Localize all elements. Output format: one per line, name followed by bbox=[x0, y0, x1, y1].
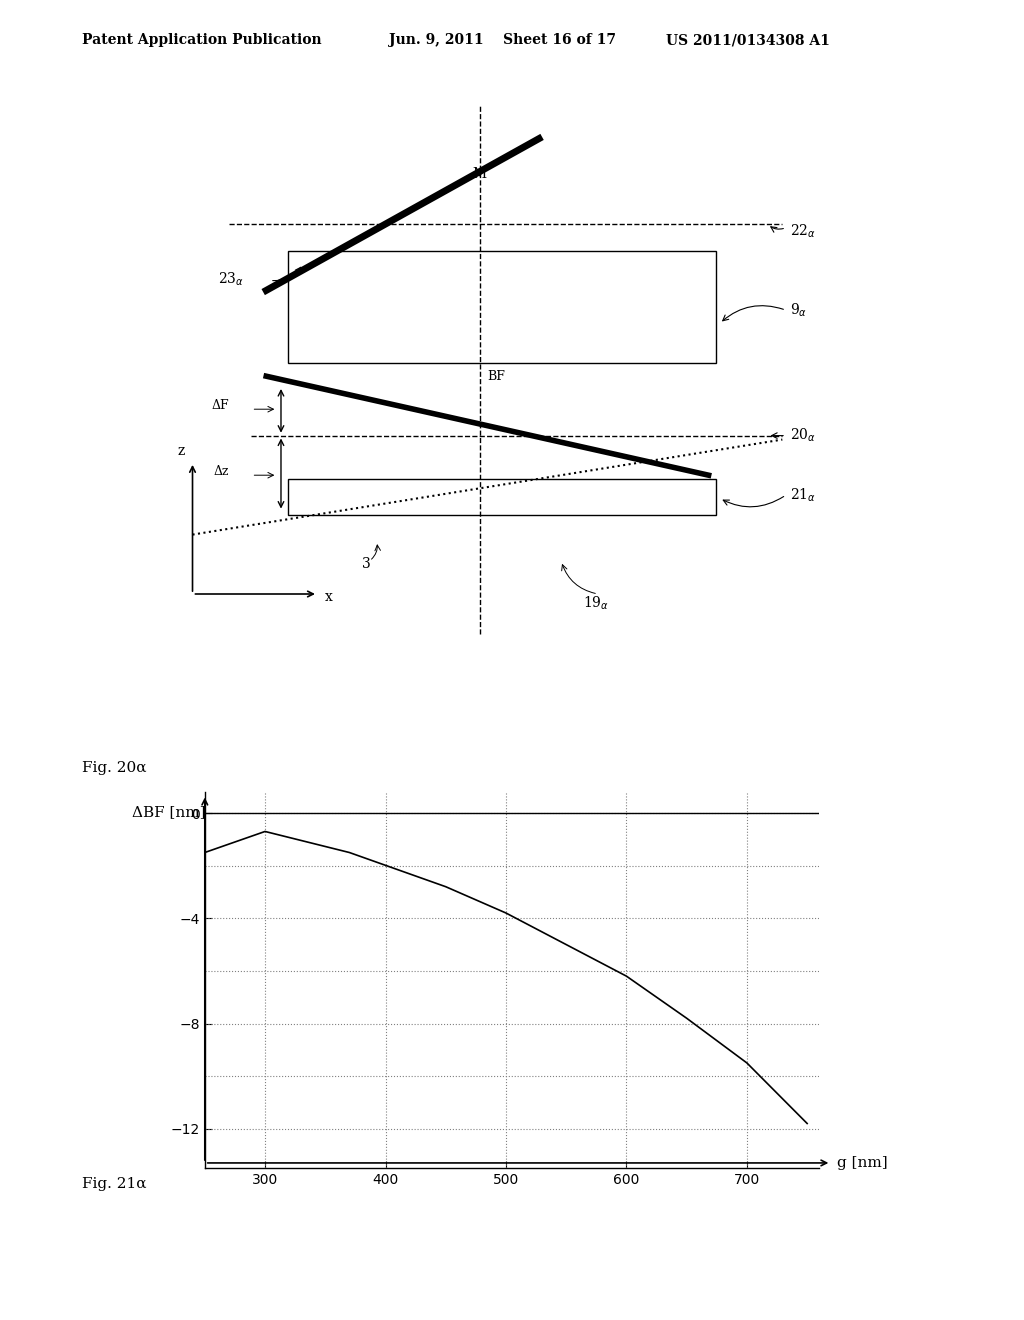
Text: US 2011/0134308 A1: US 2011/0134308 A1 bbox=[666, 33, 829, 48]
Text: 20$_\alpha$: 20$_\alpha$ bbox=[790, 426, 816, 445]
Text: 23$_\alpha$: 23$_\alpha$ bbox=[218, 271, 244, 288]
Text: Δz: Δz bbox=[214, 465, 229, 478]
Text: 3: 3 bbox=[362, 557, 371, 570]
Bar bbox=[289, 479, 716, 515]
Text: Fig. 20α: Fig. 20α bbox=[82, 762, 146, 775]
Text: 21$_\alpha$: 21$_\alpha$ bbox=[790, 486, 816, 504]
Text: ΔF: ΔF bbox=[212, 399, 229, 412]
Text: 19$_\alpha$: 19$_\alpha$ bbox=[584, 594, 609, 611]
Text: z: z bbox=[178, 445, 185, 458]
Text: x: x bbox=[326, 590, 333, 603]
Text: ΔBF [nm]: ΔBF [nm] bbox=[132, 805, 206, 820]
Text: Jun. 9, 2011    Sheet 16 of 17: Jun. 9, 2011 Sheet 16 of 17 bbox=[389, 33, 616, 48]
Text: 9$_\alpha$: 9$_\alpha$ bbox=[790, 301, 807, 319]
Bar bbox=[289, 251, 716, 363]
Text: g [nm]: g [nm] bbox=[838, 1156, 888, 1170]
Text: 22$_\alpha$: 22$_\alpha$ bbox=[790, 222, 816, 240]
Text: Fig. 21α: Fig. 21α bbox=[82, 1177, 146, 1191]
Text: Patent Application Publication: Patent Application Publication bbox=[82, 33, 322, 48]
Text: M: M bbox=[473, 168, 486, 181]
Text: BF: BF bbox=[487, 370, 505, 383]
